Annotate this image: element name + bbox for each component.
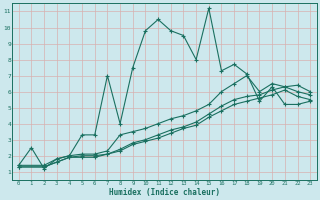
X-axis label: Humidex (Indice chaleur): Humidex (Indice chaleur) [109,188,220,197]
